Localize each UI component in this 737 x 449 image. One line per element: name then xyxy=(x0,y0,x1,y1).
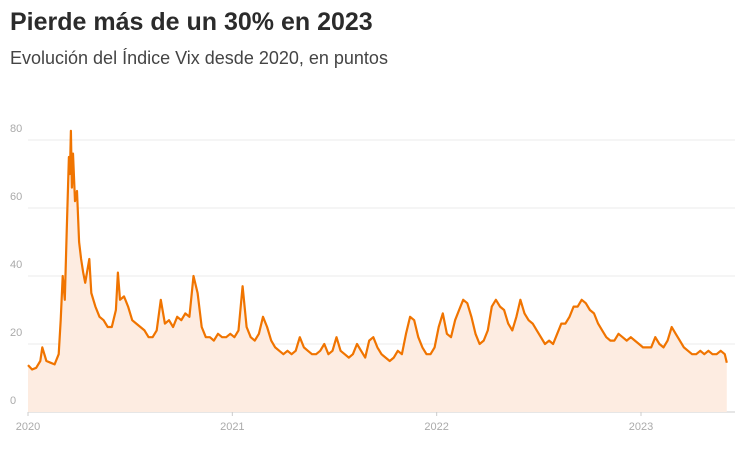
x-tick-label: 2023 xyxy=(629,421,653,433)
y-tick-label: 20 xyxy=(10,327,22,339)
area xyxy=(28,130,727,413)
y-tick-label: 0 xyxy=(10,395,16,407)
y-tick-label: 60 xyxy=(10,191,22,203)
chart-subtitle: Evolución del Índice Vix desde 2020, en … xyxy=(10,48,388,68)
y-tick-label: 40 xyxy=(10,259,22,271)
x-tick-label: 2022 xyxy=(424,421,448,433)
x-tick-label: 2021 xyxy=(220,421,244,433)
chart-title: Pierde más de un 30% en 2023 xyxy=(10,8,373,36)
x-tick-label: 2020 xyxy=(16,421,40,433)
line xyxy=(27,129,728,371)
y-tick-label: 80 xyxy=(10,123,22,135)
